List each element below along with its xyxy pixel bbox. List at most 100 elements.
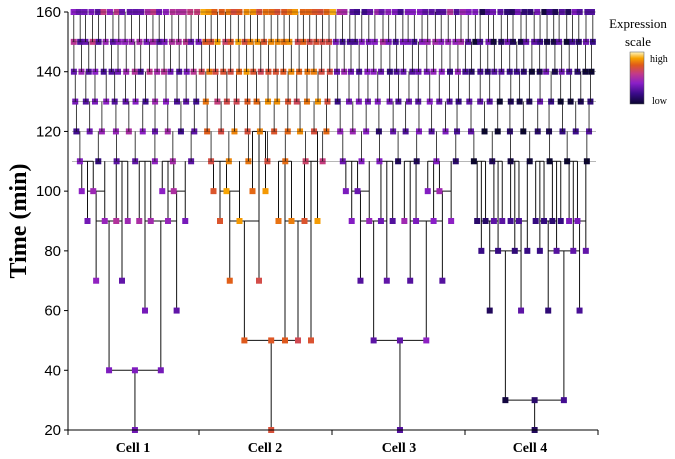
cell-node — [401, 218, 408, 224]
cell-node — [413, 218, 420, 224]
lineage-tree-3 — [342, 160, 455, 433]
cell-node — [531, 397, 538, 404]
y-tick-label-100: 100 — [36, 183, 61, 200]
cell-node — [502, 397, 509, 404]
cell-node — [101, 218, 108, 224]
cell-node — [288, 218, 295, 224]
cell-node — [570, 247, 577, 254]
legend-high-label: high — [650, 54, 668, 65]
cell-node — [84, 218, 91, 224]
cell-node — [553, 247, 560, 254]
cell-node — [532, 218, 539, 224]
cell-node — [560, 397, 567, 404]
cell-node — [159, 188, 166, 195]
cell-node — [407, 277, 414, 284]
cell-node — [217, 218, 223, 224]
cell-node — [173, 307, 180, 314]
cell-node — [124, 218, 131, 224]
cell-node — [119, 277, 125, 284]
cell-node — [518, 307, 525, 314]
plot-area — [67, 9, 599, 435]
cell-node — [236, 218, 243, 224]
cell-node — [396, 337, 403, 344]
cell-node — [113, 218, 120, 224]
cell-node — [308, 337, 314, 344]
y-tick-label-140: 140 — [36, 64, 61, 81]
cell-node — [474, 218, 481, 224]
cell-node — [566, 218, 573, 224]
y-axis-ticks: 20 40 60 80 100 120 140 160 — [36, 4, 68, 439]
cell-node — [430, 218, 437, 224]
cell-node — [147, 218, 154, 224]
cell-node — [136, 218, 143, 224]
y-tick-label-40: 40 — [44, 362, 61, 379]
dense-late-divisions — [70, 9, 596, 165]
cell-node — [541, 218, 548, 224]
cell-node — [383, 277, 390, 284]
cell-node — [574, 218, 581, 224]
cell-node — [582, 247, 589, 254]
cell-node — [262, 188, 269, 195]
cell-node — [142, 307, 148, 314]
cell-node — [268, 337, 275, 344]
cell-node — [223, 188, 230, 195]
cell-node — [295, 337, 301, 344]
cell-node — [256, 277, 262, 284]
cell-node — [511, 247, 518, 254]
cell-node — [342, 188, 349, 195]
cell-node — [495, 247, 502, 254]
cell-node — [499, 218, 506, 224]
cell-node — [507, 218, 514, 224]
cell-node — [482, 218, 489, 224]
cell-node — [131, 367, 138, 374]
cell-node — [436, 188, 443, 195]
y-tick-label-60: 60 — [44, 303, 61, 320]
y-tick-label-20: 20 — [44, 422, 61, 439]
cell-node — [90, 188, 97, 195]
y-tick-label-160: 160 — [36, 4, 61, 21]
legend-title-line1: Expression — [609, 16, 667, 31]
cell-node — [478, 247, 485, 254]
cell-3-label: Cell 3 — [382, 441, 417, 456]
lineage-tree-2 — [210, 130, 321, 433]
cell-node — [314, 218, 321, 224]
y-axis-title: Time (min) — [6, 164, 32, 279]
cell-node — [157, 367, 164, 374]
cell-node — [357, 277, 364, 284]
cell-node — [249, 188, 256, 195]
lineage-tree-1 — [78, 160, 189, 433]
y-tick-label-120: 120 — [36, 123, 61, 140]
cell-node — [241, 337, 248, 344]
cell-node — [490, 218, 497, 224]
cell-node — [423, 337, 430, 344]
cell-node — [106, 367, 113, 374]
cell-node — [78, 188, 85, 195]
cell-node — [275, 218, 282, 224]
cell-node — [93, 277, 100, 284]
cell-node — [182, 218, 189, 224]
cell-node — [448, 218, 455, 224]
y-tick-label-80: 80 — [44, 243, 61, 260]
cell-node — [165, 218, 171, 224]
lineage-tree-4 — [474, 160, 589, 433]
cell-node — [536, 247, 543, 254]
cell-node — [389, 218, 396, 224]
cell-1-label: Cell 1 — [116, 441, 151, 456]
cell-node — [557, 218, 564, 224]
legend-title-line2: scale — [625, 34, 651, 49]
cell-node — [301, 218, 308, 224]
cell-node — [524, 247, 531, 254]
cell-node — [377, 218, 384, 224]
cell-node — [486, 307, 493, 314]
cell-node — [226, 277, 233, 284]
cell-node — [515, 218, 522, 224]
cell-node — [210, 188, 217, 195]
cell-4-label: Cell 4 — [513, 441, 548, 456]
legend: Expression scale high low — [609, 16, 668, 107]
cell-node — [354, 188, 361, 195]
cell-node — [348, 218, 355, 224]
legend-colorbar — [629, 51, 645, 105]
cell-node — [545, 307, 552, 314]
cell-node — [549, 218, 556, 224]
